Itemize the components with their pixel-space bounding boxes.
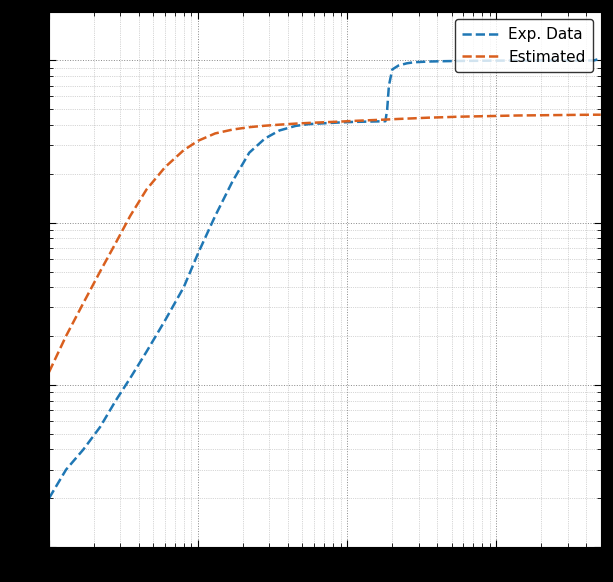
Line: Estimated: Estimated [49, 115, 601, 372]
Estimated [470, 113, 477, 120]
Estimated [597, 111, 604, 118]
Exp. Data [389, 66, 396, 73]
Exp. Data [80, 446, 87, 453]
Exp. Data [590, 57, 598, 64]
Estimated [410, 115, 417, 122]
Exp. Data [229, 178, 236, 184]
Exp. Data [45, 495, 53, 502]
Exp. Data [96, 424, 104, 431]
Exp. Data [143, 348, 150, 355]
Estimated [544, 112, 551, 119]
Exp. Data [597, 55, 604, 62]
Exp. Data [395, 62, 402, 69]
Legend: Exp. Data, Estimated: Exp. Data, Estimated [455, 19, 593, 72]
Exp. Data [544, 57, 551, 64]
Estimated [454, 113, 462, 120]
Estimated [499, 112, 506, 119]
Estimated [246, 123, 253, 130]
Exp. Data [321, 120, 328, 127]
Exp. Data [410, 59, 417, 66]
Exp. Data [194, 250, 202, 257]
Estimated [590, 111, 598, 118]
Line: Exp. Data: Exp. Data [49, 58, 601, 498]
Exp. Data [337, 119, 344, 126]
Estimated [441, 113, 449, 120]
Exp. Data [126, 375, 134, 382]
Exp. Data [425, 58, 432, 65]
Exp. Data [470, 58, 477, 65]
Exp. Data [365, 118, 373, 125]
Estimated [395, 115, 402, 122]
Exp. Data [305, 120, 312, 127]
Estimated [276, 121, 283, 128]
Estimated [96, 268, 104, 275]
Exp. Data [385, 82, 392, 89]
Exp. Data [499, 57, 506, 64]
Exp. Data [514, 57, 522, 64]
Estimated [292, 120, 299, 127]
Estimated [194, 137, 202, 144]
Exp. Data [292, 122, 299, 129]
Exp. Data [261, 135, 268, 142]
Exp. Data [384, 106, 391, 113]
Exp. Data [63, 466, 70, 473]
Estimated [161, 164, 169, 171]
Estimated [486, 112, 493, 119]
Estimated [514, 112, 522, 119]
Exp. Data [531, 57, 538, 64]
Estimated [350, 118, 357, 125]
Exp. Data [161, 317, 169, 324]
Exp. Data [246, 149, 253, 156]
Estimated [211, 130, 219, 137]
Exp. Data [350, 118, 357, 125]
Estimated [574, 111, 581, 118]
Exp. Data [486, 57, 493, 64]
Estimated [180, 147, 188, 154]
Estimated [531, 112, 538, 119]
Estimated [80, 300, 87, 307]
Estimated [305, 119, 312, 126]
Estimated [382, 116, 389, 123]
Exp. Data [560, 57, 567, 64]
Estimated [45, 368, 53, 375]
Estimated [63, 332, 70, 339]
Estimated [321, 119, 328, 126]
Exp. Data [112, 397, 120, 404]
Exp. Data [276, 127, 283, 134]
Estimated [560, 112, 567, 119]
Estimated [337, 118, 344, 125]
Exp. Data [574, 57, 581, 64]
Estimated [229, 126, 236, 133]
Estimated [143, 186, 150, 193]
Estimated [261, 122, 268, 129]
Estimated [425, 114, 432, 121]
Estimated [126, 212, 134, 219]
Exp. Data [441, 58, 449, 65]
Estimated [365, 117, 373, 124]
Exp. Data [180, 284, 188, 291]
Exp. Data [382, 118, 389, 125]
Exp. Data [211, 212, 219, 219]
Estimated [112, 239, 120, 246]
Exp. Data [403, 60, 410, 67]
Exp. Data [454, 58, 462, 65]
